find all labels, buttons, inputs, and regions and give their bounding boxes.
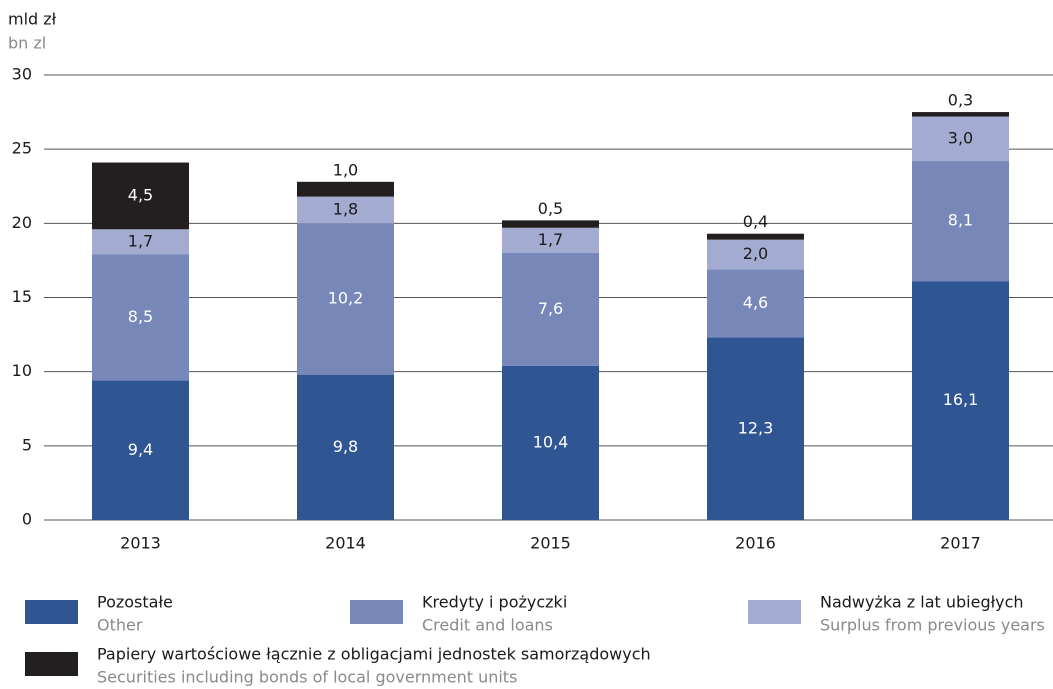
x-tick-label: 2017 <box>940 534 981 553</box>
bar-segment <box>92 380 189 520</box>
y-tick-label: 30 <box>12 65 32 84</box>
value-label: 7,6 <box>538 299 563 318</box>
legend-label-en: Credit and loans <box>422 616 553 635</box>
bar-segment <box>502 220 599 228</box>
bar-segment <box>502 253 599 366</box>
legend-label: Papiery wartościowe łącznie z obligacjam… <box>97 645 651 664</box>
value-label: 1,0 <box>333 160 358 179</box>
y-axis-label: mld zł <box>8 10 57 29</box>
legend-swatch <box>25 652 78 676</box>
legend-label-en: Other <box>97 616 143 635</box>
value-label: 0,5 <box>538 199 563 218</box>
bar-segment <box>707 239 804 270</box>
bar-segment <box>912 112 1009 117</box>
value-label: 4,5 <box>128 185 153 204</box>
value-label: 8,5 <box>128 307 153 326</box>
bar-segment <box>297 374 394 520</box>
legend-label: Pozostałe <box>97 593 173 612</box>
bar-segment <box>502 227 599 253</box>
legend-swatch <box>25 600 78 624</box>
value-label: 10,4 <box>533 432 569 451</box>
value-label: 1,7 <box>538 230 563 249</box>
x-tick-label: 2015 <box>530 534 571 553</box>
value-label: 3,0 <box>948 128 973 147</box>
value-label: 1,8 <box>333 199 358 218</box>
y-tick-label: 20 <box>12 213 32 232</box>
bar-segment <box>297 181 394 197</box>
value-label: 2,0 <box>743 244 768 263</box>
value-label: 10,2 <box>328 288 364 307</box>
y-tick-label: 15 <box>12 287 32 306</box>
bar-segment <box>92 254 189 381</box>
bar-segment <box>912 116 1009 162</box>
value-label: 0,4 <box>743 212 768 231</box>
bar-segment <box>707 233 804 240</box>
legend-label-en: Surplus from previous years <box>820 616 1045 635</box>
value-label: 12,3 <box>738 418 774 437</box>
x-tick-label: 2013 <box>120 534 161 553</box>
value-label: 16,1 <box>943 390 979 409</box>
bar-segment <box>92 162 189 230</box>
bar-segment <box>912 281 1009 520</box>
y-axis-label-en: bn zl <box>8 34 46 53</box>
legend-label-en: Securities including bonds of local gove… <box>97 668 517 687</box>
y-tick-label: 10 <box>12 361 32 380</box>
value-label: 8,1 <box>948 211 973 230</box>
value-label: 4,6 <box>743 293 768 312</box>
bar-segment <box>92 229 189 255</box>
bar-segment <box>297 196 394 224</box>
legend-label: Kredyty i pożyczki <box>422 593 567 612</box>
y-tick-label: 5 <box>22 435 32 454</box>
x-tick-label: 2016 <box>735 534 776 553</box>
y-tick-label: 0 <box>22 510 32 529</box>
legend-swatch <box>748 600 801 624</box>
value-label: 9,4 <box>128 440 153 459</box>
bar-segment <box>912 161 1009 282</box>
y-tick-label: 25 <box>12 139 32 158</box>
legend-swatch <box>350 600 403 624</box>
value-label: 1,7 <box>128 231 153 250</box>
value-label: 0,3 <box>948 91 973 110</box>
bar-segment <box>297 223 394 375</box>
bar-segment <box>502 365 599 520</box>
bar-segment <box>707 337 804 520</box>
x-tick-label: 2014 <box>325 534 366 553</box>
legend-label: Nadwyżka z lat ubiegłych <box>820 593 1024 612</box>
value-label: 9,8 <box>333 437 358 456</box>
bar-segment <box>707 269 804 338</box>
